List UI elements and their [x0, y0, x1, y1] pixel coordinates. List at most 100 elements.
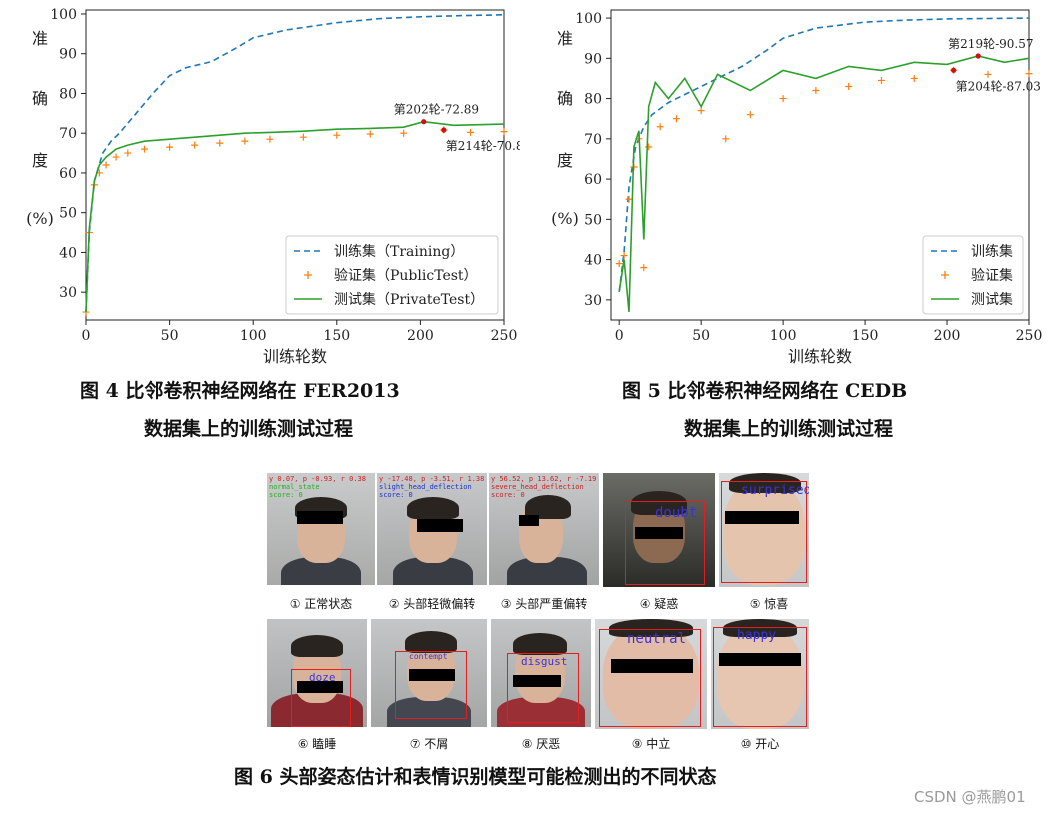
hud-state: slight_head_deflection	[379, 483, 472, 491]
data-point	[216, 139, 224, 147]
data-point	[673, 115, 681, 123]
legend-swatch	[304, 271, 312, 279]
label-surprised: ⑤ 惊喜	[749, 597, 789, 611]
data-point	[241, 137, 249, 145]
y-axis-label: 度	[32, 151, 48, 170]
legend-label: 验证集	[971, 267, 1013, 284]
data-point	[640, 264, 648, 272]
x-tick-label: 250	[1016, 328, 1043, 344]
x-tick-label: 200	[934, 328, 961, 344]
watermark: CSDN @燕鹏01	[914, 788, 1026, 806]
data-point	[620, 252, 628, 260]
data-point	[845, 82, 853, 90]
y-axis-label: (%)	[26, 209, 54, 228]
label-normal-state: ① 正常状态	[289, 597, 353, 611]
y-tick-label: 80	[59, 86, 77, 102]
chart-cedb: 0 50 100 150 200 250 30 40 50 60 70 80 90 100 训练轮数 准确度 (…	[545, 0, 1045, 372]
annotation-marker	[421, 119, 427, 125]
chart-fer2013: 0 50 100 150 200 250 30 40 50 60 70 80 90 100 训练轮数 准确度 (…	[20, 0, 531, 372]
x-tick-label: 150	[852, 328, 879, 344]
data-point	[400, 129, 408, 137]
x-tick-label: 50	[161, 328, 179, 344]
label-contempt: ⑦ 不屑	[409, 737, 449, 751]
y-tick-label: 30	[584, 293, 602, 309]
data-point	[191, 141, 199, 149]
plot-frame	[610, 9, 1030, 321]
y-tick-label: 80	[584, 92, 602, 108]
photo-surprised: surprised	[719, 473, 809, 587]
label-severe-deflection: ③ 头部严重偏转	[500, 597, 588, 611]
legend-label: 测试集（PrivateTest）	[334, 291, 484, 308]
chart-fer2013-svg: 0 50 100 150 200 250 30 40 50 60 70 80 90 100 训练轮数 准确度 (…	[26, 7, 531, 366]
data-point	[500, 128, 508, 136]
series-line	[85, 14, 505, 313]
emotion-label-doze: doze	[309, 671, 336, 684]
x-axis-label: 训练轮数	[788, 347, 852, 366]
y-axis-label: 准	[32, 29, 48, 48]
x-tick-label: 0	[82, 328, 91, 344]
hud-state: severe_head_deflection	[491, 483, 584, 491]
plot-frame	[85, 9, 505, 321]
label-doze: ⑥ 瞌睡	[297, 737, 337, 751]
y-tick-label: 40	[59, 245, 77, 261]
y-tick-label: 100	[50, 7, 77, 23]
data-point	[266, 135, 274, 143]
legend-label: 测试集	[971, 291, 1013, 308]
data-point	[910, 74, 918, 82]
legend-label: 训练集	[971, 243, 1013, 260]
annotation-label: 第202轮-72.89	[394, 103, 479, 117]
data-point	[124, 149, 132, 157]
y-tick-label: 60	[584, 172, 602, 188]
x-tick-label: 50	[692, 328, 710, 344]
hud-score: score: 0	[269, 491, 303, 499]
annotation-marker	[441, 127, 447, 133]
annotation-label: 第214轮-70.80	[446, 139, 520, 153]
legend-label: 训练集（Training）	[334, 243, 464, 260]
y-axis-label: (%)	[551, 209, 579, 228]
data-point	[697, 107, 705, 115]
photo-doubt: doubt	[603, 473, 715, 587]
hud-state: normal_state	[269, 483, 320, 491]
hud-angles: y 56.52, p 13.62, r -7.19	[491, 475, 597, 483]
data-point	[1025, 70, 1033, 78]
y-axis-label: 度	[557, 151, 573, 170]
hud-score: score: 0	[491, 491, 525, 499]
label-slight-deflection: ② 头部轻微偏转	[388, 597, 476, 611]
hud-score: score: 0	[379, 491, 413, 499]
label-disgust: ⑧ 厌恶	[521, 737, 561, 751]
photo-normal-state: y 0.07, p -0.93, r 0.38 normal_state sco…	[267, 473, 375, 585]
data-point	[141, 145, 149, 153]
data-point	[333, 131, 341, 139]
y-tick-label: 50	[584, 212, 602, 228]
y-tick-label: 50	[59, 206, 77, 222]
series-line	[618, 17, 1030, 292]
annotation-marker	[950, 67, 957, 73]
legend-swatch	[941, 271, 949, 279]
figure6-caption: 图 6 头部姿态估计和表情识别模型可能检测出的不同状态	[234, 766, 717, 788]
x-tick-label: 100	[240, 328, 267, 344]
y-axis-label: 确	[557, 89, 573, 108]
y-tick-label: 90	[584, 51, 602, 67]
y-tick-label: 70	[584, 132, 602, 148]
data-point	[112, 153, 120, 161]
photo-happy: happy	[711, 619, 809, 729]
label-doubt: ④ 疑惑	[639, 597, 679, 611]
figure5-caption-line2: 数据集上的训练测试过程	[684, 418, 894, 440]
x-tick-label: 200	[407, 328, 434, 344]
data-point	[299, 133, 307, 141]
label-neutral: ⑨ 中立	[631, 737, 671, 751]
y-tick-label: 90	[59, 47, 77, 63]
photo-doze: doze	[267, 619, 367, 727]
y-tick-label: 100	[575, 11, 602, 27]
data-point	[656, 123, 664, 131]
data-point	[984, 70, 992, 78]
x-axis-label: 训练轮数	[263, 347, 327, 366]
data-point	[645, 143, 653, 151]
annotation-label: 第204轮-87.03	[956, 79, 1041, 93]
chart-cedb-svg: 0 50 100 150 200 250 30 40 50 60 70 80 90 100 训练轮数 准确度 (…	[551, 9, 1043, 366]
photo-disgust: disgust	[491, 619, 591, 727]
legend-label: 验证集（PublicTest）	[334, 267, 478, 284]
y-tick-label: 70	[59, 126, 77, 142]
x-tick-label: 250	[491, 328, 518, 344]
x-tick-label: 100	[770, 328, 797, 344]
